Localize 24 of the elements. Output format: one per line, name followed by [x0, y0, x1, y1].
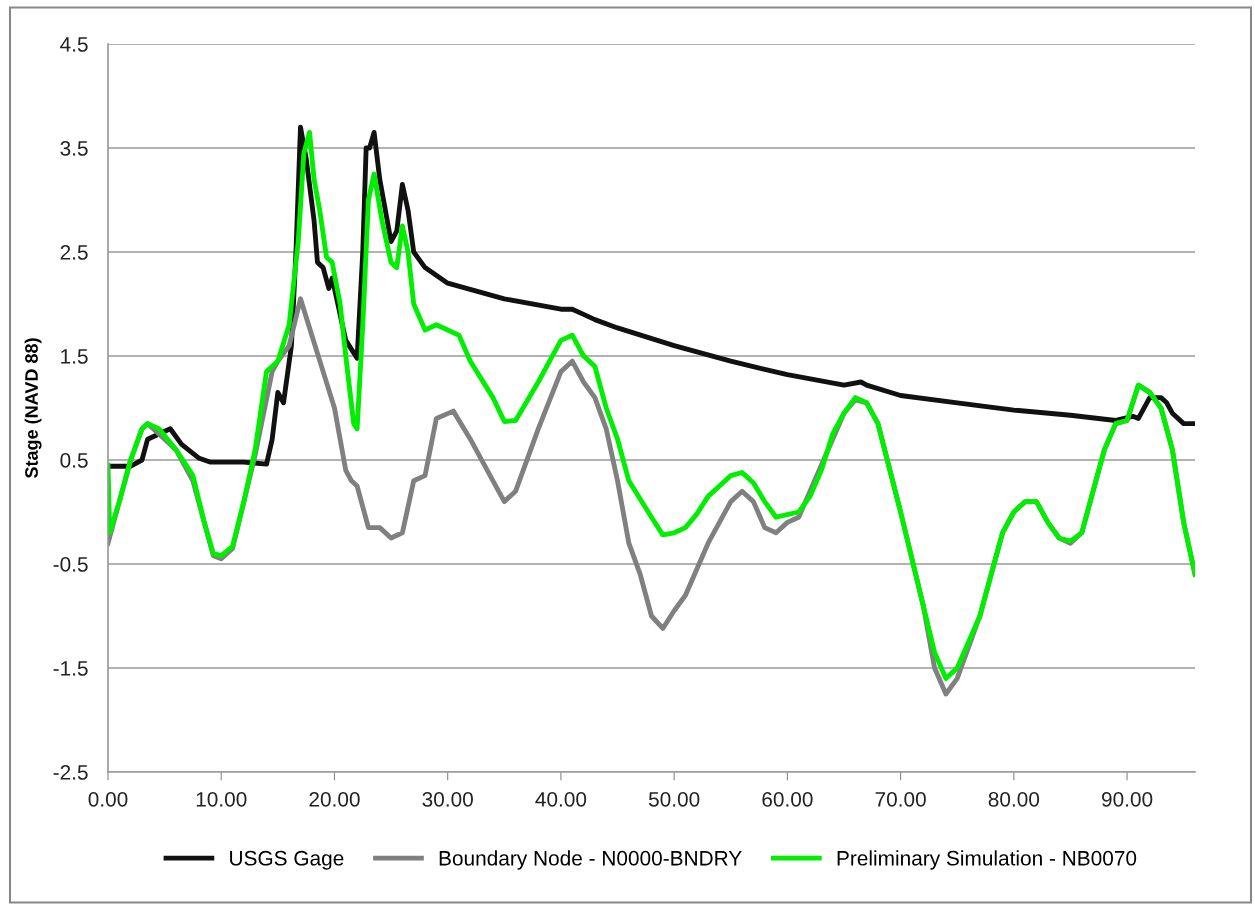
x-tick-label: 40.00: [535, 791, 587, 807]
y-tick-label: 4.5: [60, 37, 88, 52]
x-tick-label: 10.00: [196, 791, 247, 807]
legend-label: USGS Gage: [230, 850, 344, 870]
legend-label: Boundary Node - N0000-BNDRY: [439, 850, 742, 870]
x-tick-label: 70.00: [875, 791, 926, 807]
y-tick-label: -0.5: [53, 557, 88, 572]
x-tick-label: 80.00: [988, 791, 1040, 807]
x-tick-label: 90.00: [1101, 791, 1153, 807]
x-tick-label: 0.00: [88, 791, 128, 807]
y-tick-label: 2.5: [60, 245, 88, 260]
line-series: [108, 129, 1195, 681]
x-tick-label: 30.00: [422, 791, 473, 807]
legend-label: Preliminary Simulation - NB0070: [837, 850, 1137, 870]
x-tick-label: 60.00: [762, 791, 813, 807]
x-tick-label: 20.00: [309, 791, 360, 807]
y-tick-label: 1.5: [61, 349, 88, 364]
y-tick-label: 3.5: [60, 141, 88, 156]
y-tick-label: -2.5: [53, 765, 88, 780]
y-axis-title: Stage (NAVD 88): [24, 338, 42, 479]
x-tick-label: 50.00: [648, 791, 700, 807]
y-tick-label: 0.5: [60, 453, 88, 468]
y-tick-label: -1.5: [53, 661, 88, 676]
line-series: [108, 124, 1195, 469]
